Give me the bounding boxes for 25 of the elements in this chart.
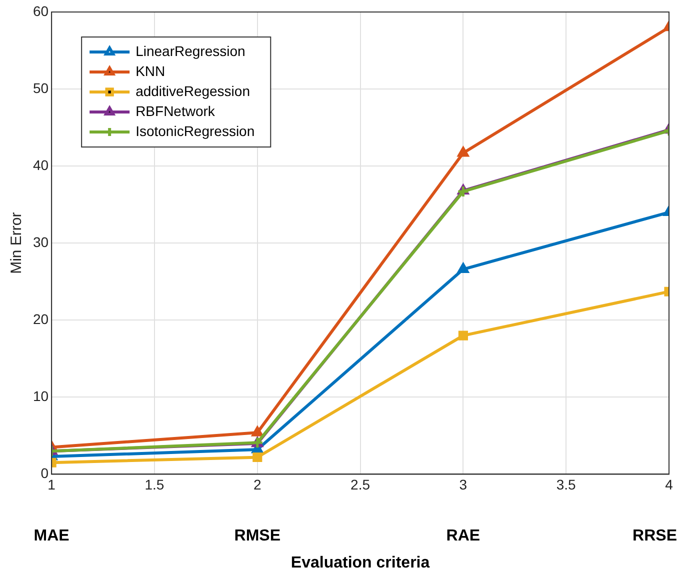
x-tick-label: 2 bbox=[253, 476, 262, 492]
x-tick-label: 4 bbox=[665, 476, 674, 492]
y-axis-title: Min Error bbox=[8, 212, 26, 274]
text: RAE bbox=[446, 528, 480, 545]
legend-label: additiveRegession bbox=[136, 82, 250, 99]
y-tick-label: 50 bbox=[32, 80, 49, 96]
x-tick-label: 1.5 bbox=[144, 476, 164, 492]
legend-label: LinearRegression bbox=[136, 42, 246, 59]
x-tick-label: 3 bbox=[459, 476, 468, 492]
legend-label: IsotonicRegression bbox=[136, 122, 255, 139]
legend-label: KNN bbox=[136, 62, 166, 79]
y-tick-label: 0 bbox=[40, 465, 49, 482]
y-tick-label: 40 bbox=[32, 156, 49, 173]
y-tick-label: 30 bbox=[32, 234, 49, 250]
text: MAE bbox=[34, 528, 70, 545]
x-tick-label: 2.5 bbox=[350, 476, 370, 492]
x-axis-title: Evaluation criteria bbox=[290, 554, 430, 572]
x-tick-label: 3.5 bbox=[556, 476, 576, 492]
y-tick-label: 10 bbox=[32, 388, 49, 404]
y-tick-label: 60 bbox=[32, 2, 49, 19]
text: RRSE bbox=[632, 528, 678, 545]
text: RMSE bbox=[234, 528, 281, 545]
legend-label: RBFNetwork bbox=[136, 102, 216, 119]
x-tick-label: 1 bbox=[48, 476, 56, 492]
y-tick-label: 20 bbox=[32, 310, 49, 327]
